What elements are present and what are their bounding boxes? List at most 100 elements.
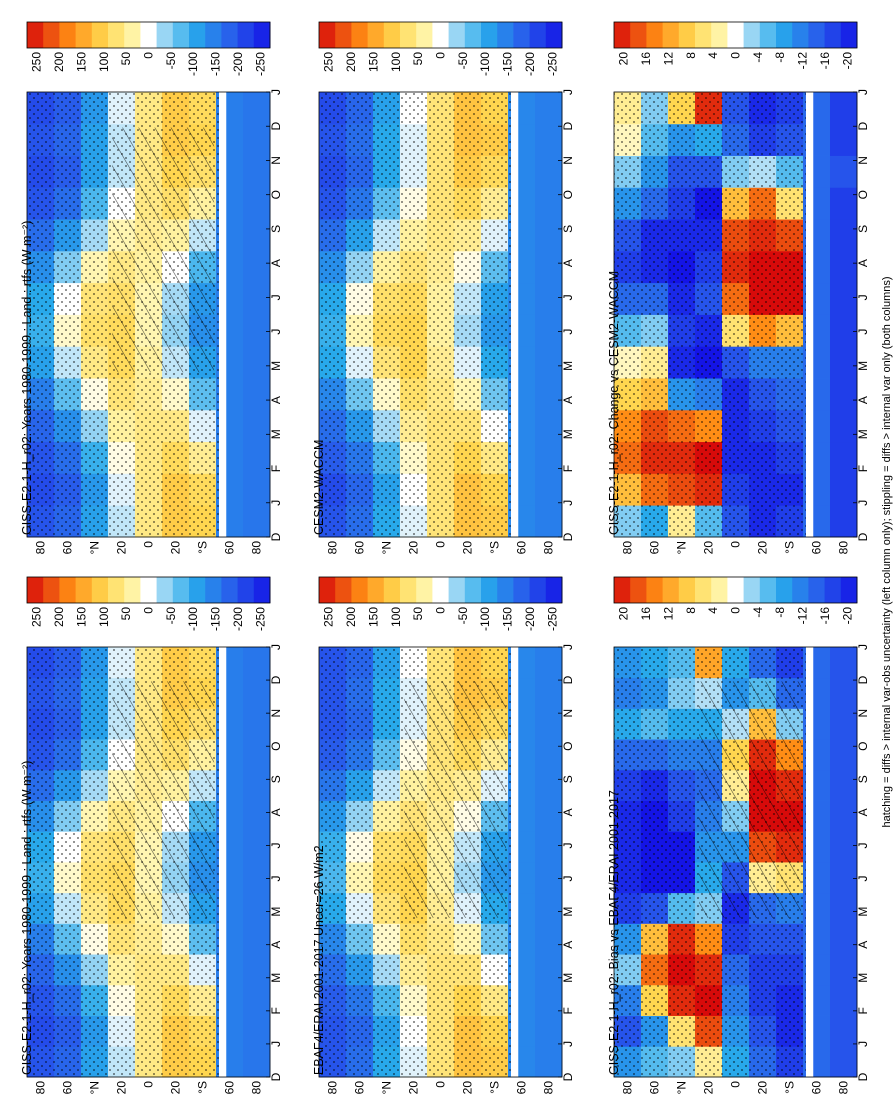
colorbar-cell bbox=[205, 577, 222, 603]
colorbar-cell bbox=[335, 22, 352, 48]
colorbar-tick-label: 50 bbox=[411, 52, 425, 66]
colorbar-cell bbox=[464, 577, 482, 603]
colorbar-tick-label: 20 bbox=[617, 607, 631, 621]
missing-band bbox=[805, 92, 814, 537]
lat-tick-label: °N bbox=[88, 1081, 102, 1094]
heatmap-cell bbox=[535, 505, 563, 538]
month-tick-label: N bbox=[269, 156, 283, 165]
colorbar-frame bbox=[613, 21, 858, 49]
month-tick-label: J bbox=[856, 294, 870, 300]
colorbar-cell bbox=[416, 577, 433, 603]
heatmap-cell bbox=[535, 892, 563, 924]
month-tick-label: M bbox=[561, 973, 575, 983]
heatmap-cell bbox=[830, 1015, 858, 1047]
month-tick-label: F bbox=[856, 1007, 870, 1014]
month-tick-label: M bbox=[561, 429, 575, 439]
colorbar-tick-label: 100 bbox=[389, 52, 403, 72]
heatmap-cell bbox=[243, 92, 271, 125]
colorbar-cell bbox=[124, 22, 141, 48]
lat-tick-label: 80 bbox=[621, 1081, 635, 1095]
month-tick-label: J bbox=[561, 500, 575, 506]
colorbar-cell bbox=[75, 577, 93, 603]
colorbar-cell bbox=[108, 22, 125, 48]
month-tick-label: F bbox=[856, 465, 870, 472]
heatmap-cell bbox=[830, 831, 858, 863]
heatmap-cell bbox=[243, 831, 271, 863]
colorbar-tick-label: -4 bbox=[751, 607, 765, 618]
panel-title: GISS-E2-1-H_r02: Years 1980-1999 : Land … bbox=[20, 761, 34, 1075]
colorbar-tick-label: 12 bbox=[661, 607, 675, 621]
panel-title: EBAF4/ERAI 2001-2017 Uncer=26 W/m2 bbox=[312, 845, 326, 1075]
colorbar-tick-label: 50 bbox=[119, 607, 133, 621]
colorbar-tick-label: 16 bbox=[639, 607, 653, 621]
month-tick-label: J bbox=[269, 842, 283, 848]
hatching-overlay bbox=[112, 681, 215, 918]
heatmap-cell bbox=[243, 677, 271, 709]
lat-tick-label: °S bbox=[488, 1081, 502, 1094]
month-tick-label: M bbox=[269, 429, 283, 439]
month-tick-label: A bbox=[561, 941, 575, 949]
month-tick-label: J bbox=[269, 644, 283, 650]
month-tick-label: O bbox=[561, 190, 575, 199]
month-tick-label: J bbox=[269, 89, 283, 95]
colorbar-tick-label: -100 bbox=[186, 52, 200, 76]
colorbar-cell bbox=[614, 22, 631, 48]
heatmap-cell bbox=[830, 923, 858, 955]
month-tick-label: A bbox=[561, 259, 575, 267]
lat-tick-label: 60 bbox=[61, 1081, 75, 1095]
month-tick-label: J bbox=[269, 329, 283, 335]
colorbar-tick-label: -200 bbox=[231, 607, 245, 631]
month-tick-label: A bbox=[269, 259, 283, 267]
lat-tick-label: 20 bbox=[461, 541, 475, 555]
lat-tick-label: 60 bbox=[353, 1081, 367, 1095]
heatmap-cell bbox=[243, 282, 271, 315]
colorbar-2: 250 200 150 100 50 0 -50 -100 -150 -200 -250 bbox=[318, 21, 563, 76]
lat-tick-label: °S bbox=[196, 541, 210, 554]
colorbar-3: 20 16 12 8 4 0 -4 -8 -12 -16 -20 bbox=[613, 21, 858, 70]
lat-tick-label: °N bbox=[675, 541, 689, 554]
colorbar-tick-label: -16 bbox=[818, 52, 832, 70]
lat-tick-label: 80 bbox=[326, 1081, 340, 1095]
colorbar-tick-label: 50 bbox=[119, 52, 133, 66]
colorbar-tick-label: -8 bbox=[773, 52, 787, 63]
colorbar-tick-label: -16 bbox=[818, 607, 832, 625]
panel-6: 20 16 12 8 4 0 -4 -8 -12 -16 -20 D J F M A M J J A S O N D J 80 60… bbox=[607, 576, 870, 1095]
colorbar-cell bbox=[140, 22, 158, 48]
month-tick-label: J bbox=[561, 1041, 575, 1047]
colorbar-cell bbox=[792, 22, 809, 48]
heatmap-cell bbox=[243, 505, 271, 538]
colorbar-cell bbox=[840, 577, 858, 603]
month-tick-label: J bbox=[561, 89, 575, 95]
panel-3: 20 16 12 8 4 0 -4 -8 -12 -16 -20 D J F M A M J J A S O N D J 80 60… bbox=[607, 21, 870, 555]
colorbar-cell bbox=[529, 22, 547, 48]
heatmap-cell bbox=[243, 473, 271, 506]
colorbar-tick-label: -150 bbox=[209, 52, 223, 76]
colorbar-tick-label: -50 bbox=[456, 607, 470, 625]
heatmap-cell bbox=[243, 314, 271, 347]
heatmap-cell bbox=[535, 219, 563, 252]
colorbar-tick-label: 50 bbox=[411, 607, 425, 621]
colorbar-cell bbox=[91, 22, 109, 48]
lat-tick-label: 0 bbox=[729, 541, 743, 548]
colorbar-cell bbox=[27, 22, 44, 48]
month-tick-label: S bbox=[561, 775, 575, 783]
plot-frame bbox=[318, 91, 563, 538]
colorbar-cell bbox=[432, 22, 450, 48]
lat-tick-label: °S bbox=[783, 1081, 797, 1094]
colorbar-cell bbox=[172, 577, 190, 603]
colorbar-tick-label: 12 bbox=[661, 52, 675, 66]
month-tick-label: S bbox=[856, 225, 870, 233]
colorbar-cell bbox=[711, 22, 728, 48]
lat-tick-label: 60 bbox=[810, 541, 824, 555]
colorbar-cell bbox=[497, 577, 514, 603]
hatching-overlay bbox=[699, 681, 802, 918]
heatmap-cell bbox=[243, 346, 271, 379]
panel-title: GISS-E2-1-H_r02: Bias vs EBAF4/ERAI 2001… bbox=[607, 790, 621, 1075]
colorbar-frame bbox=[26, 576, 271, 604]
colorbar-tick-label: 200 bbox=[344, 52, 358, 72]
heatmap-cell bbox=[535, 831, 563, 863]
colorbar-tick-label: 150 bbox=[366, 52, 380, 72]
colorbar-frame bbox=[318, 21, 563, 49]
month-tick-label: J bbox=[561, 294, 575, 300]
month-tick-label: M bbox=[856, 907, 870, 917]
